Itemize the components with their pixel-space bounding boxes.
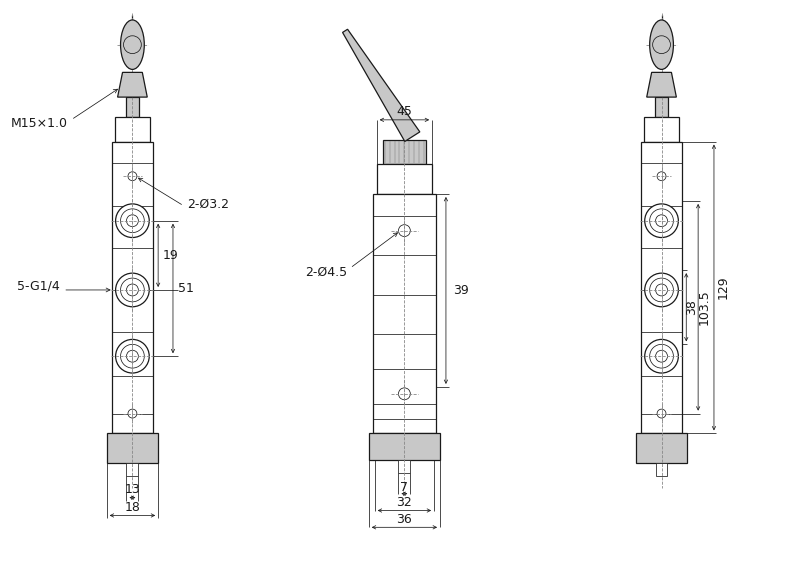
Text: 2-Ø3.2: 2-Ø3.2: [187, 197, 229, 210]
Circle shape: [645, 204, 678, 237]
Text: 36: 36: [397, 513, 412, 526]
Circle shape: [398, 225, 410, 237]
Circle shape: [398, 388, 410, 400]
Text: 45: 45: [397, 105, 412, 118]
Ellipse shape: [121, 20, 144, 69]
Bar: [644, 117, 679, 142]
Text: 129: 129: [716, 276, 730, 299]
Bar: [382, 140, 426, 164]
Circle shape: [657, 172, 666, 181]
Text: 2-Ø4.5: 2-Ø4.5: [305, 265, 347, 279]
Circle shape: [126, 215, 138, 227]
Circle shape: [128, 172, 137, 181]
Circle shape: [657, 409, 666, 418]
Text: 103.5: 103.5: [698, 289, 710, 325]
Text: 18: 18: [125, 501, 140, 514]
Circle shape: [656, 215, 667, 227]
Circle shape: [128, 409, 137, 418]
Circle shape: [650, 209, 674, 233]
Circle shape: [656, 350, 667, 362]
Circle shape: [645, 273, 678, 307]
Circle shape: [116, 339, 150, 373]
Circle shape: [116, 204, 150, 237]
Text: 38: 38: [685, 299, 698, 315]
Text: 7: 7: [401, 481, 409, 494]
Circle shape: [121, 209, 144, 233]
Bar: [641, 142, 682, 434]
Text: 13: 13: [125, 483, 140, 496]
Circle shape: [653, 36, 670, 54]
Text: 5-G1/4: 5-G1/4: [18, 280, 60, 292]
Circle shape: [645, 339, 678, 373]
Bar: [654, 97, 669, 117]
Bar: [106, 434, 158, 463]
Bar: [377, 164, 432, 194]
Ellipse shape: [650, 20, 674, 69]
Text: M15×1.0: M15×1.0: [11, 117, 68, 130]
Bar: [373, 194, 436, 434]
Circle shape: [126, 350, 138, 362]
Circle shape: [123, 36, 142, 54]
Bar: [126, 97, 139, 117]
Circle shape: [116, 273, 150, 307]
Bar: [398, 460, 410, 473]
Bar: [112, 142, 153, 434]
Circle shape: [650, 344, 674, 368]
Circle shape: [126, 284, 138, 296]
Polygon shape: [646, 73, 676, 97]
Polygon shape: [342, 29, 420, 141]
Circle shape: [656, 284, 667, 296]
Circle shape: [121, 344, 144, 368]
Circle shape: [650, 278, 674, 302]
Bar: [126, 463, 138, 476]
Bar: [114, 117, 150, 142]
Text: 51: 51: [178, 282, 194, 295]
Bar: [369, 434, 440, 460]
Circle shape: [121, 278, 144, 302]
Text: 39: 39: [453, 284, 469, 297]
Bar: [636, 434, 687, 463]
Text: 32: 32: [397, 496, 412, 509]
Polygon shape: [118, 73, 147, 97]
Text: 19: 19: [163, 249, 179, 262]
Bar: [656, 463, 667, 476]
